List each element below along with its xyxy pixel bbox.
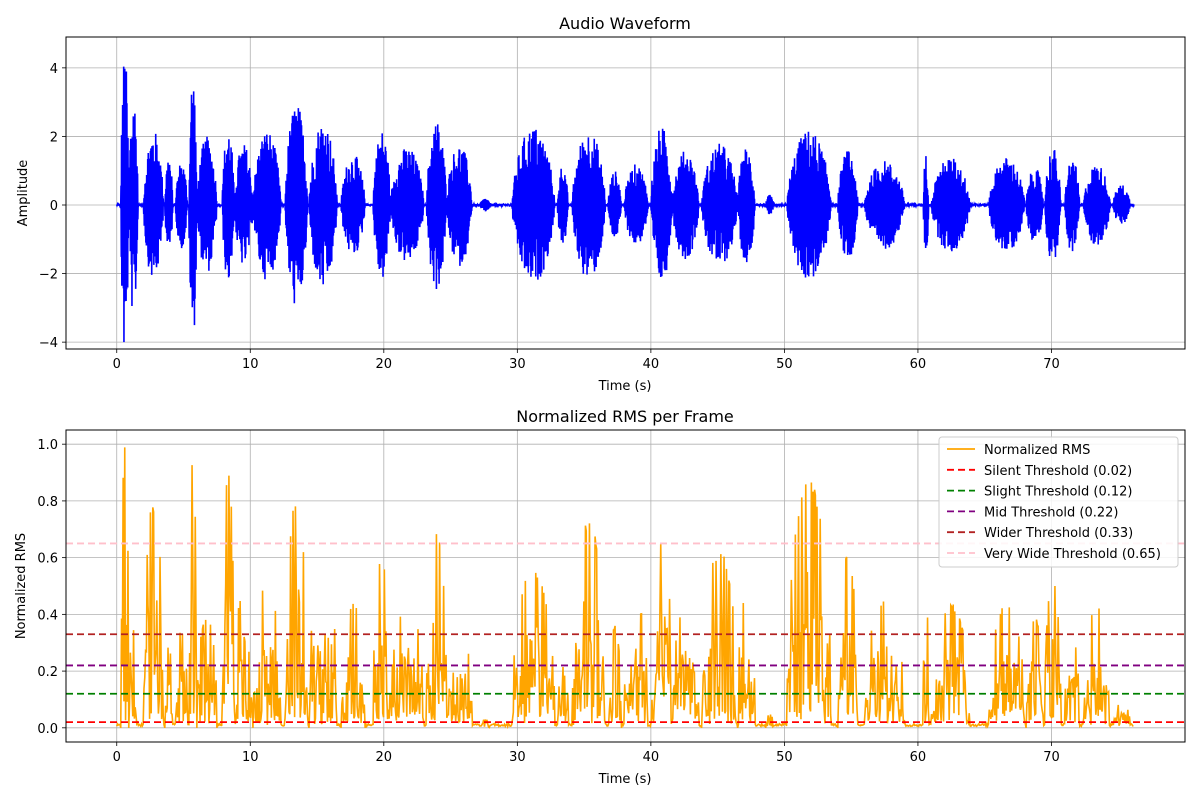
y-tick-label: 0 [50,199,58,214]
x-tick-label: 60 [910,357,927,372]
x-tick-label: 60 [910,750,927,765]
rms-line [115,447,1134,730]
x-tick-label: 40 [643,750,660,765]
x-tick-label: 30 [509,750,526,765]
x-tick-label: 0 [113,357,121,372]
y-tick-label: −4 [39,336,58,351]
y-tick-label: −2 [39,268,58,283]
y-tick-label: 0.4 [37,608,58,623]
waveform-series [115,66,1135,343]
y-tick-label: 0.2 [37,665,58,680]
x-tick-label: 30 [509,357,526,372]
rms-axes-frame [65,429,1186,743]
rms-ticks: 0 10 20 30 40 50 60 70 0.0 0.2 0.4 0.6 0.8 1.0 [37,438,1059,765]
waveform-ylabel: Amplitude [16,160,31,227]
legend-label: Normalized RMS [984,443,1090,458]
legend-label: Wider Threshold (0.33) [984,526,1133,541]
waveform-xlabel: Time (s) [598,379,652,394]
rms-ylabel: Normalized RMS [14,533,29,639]
legend-label: Mid Threshold (0.22) [984,505,1119,520]
waveform-ticks: 0 10 20 30 40 50 60 70 −4 −2 0 2 4 [39,62,1060,372]
rms-xlabel: Time (s) [598,772,652,787]
waveform-axes-frame [65,36,1186,350]
x-tick-label: 20 [376,750,393,765]
y-tick-label: 4 [50,62,58,77]
y-tick-label: 0.8 [37,495,58,510]
waveform-chart: Audio Waveform 0 10 20 30 40 50 60 70 −4 −2 0 2 4 Ti… [16,14,1186,394]
x-tick-label: 0 [113,750,121,765]
rms-legend: Normalized RMS Silent Threshold (0.02) Sli… [938,436,1179,568]
legend-box [938,436,1179,568]
x-tick-label: 40 [643,357,660,372]
rms-chart: Normalized RMS per Frame 0 10 20 30 40 50 60 70… [14,407,1186,787]
x-tick-label: 10 [242,357,259,372]
x-tick-label: 50 [776,750,793,765]
legend-label: Very Wide Threshold (0.65) [984,547,1161,562]
waveform-title: Audio Waveform [559,14,691,33]
legend-label: Silent Threshold (0.02) [984,464,1132,479]
x-tick-label: 10 [242,750,259,765]
waveform-line [115,66,1135,343]
y-tick-label: 2 [50,130,58,145]
x-tick-label: 50 [776,357,793,372]
rms-title: Normalized RMS per Frame [516,407,734,426]
x-tick-label: 70 [1043,357,1060,372]
x-tick-label: 20 [376,357,393,372]
y-tick-label: 0.0 [37,722,58,737]
rms-series [66,447,1185,730]
y-tick-label: 1.0 [37,438,58,453]
legend-label: Slight Threshold (0.12) [984,485,1132,500]
y-tick-label: 0.6 [37,552,58,567]
x-tick-label: 70 [1043,750,1060,765]
